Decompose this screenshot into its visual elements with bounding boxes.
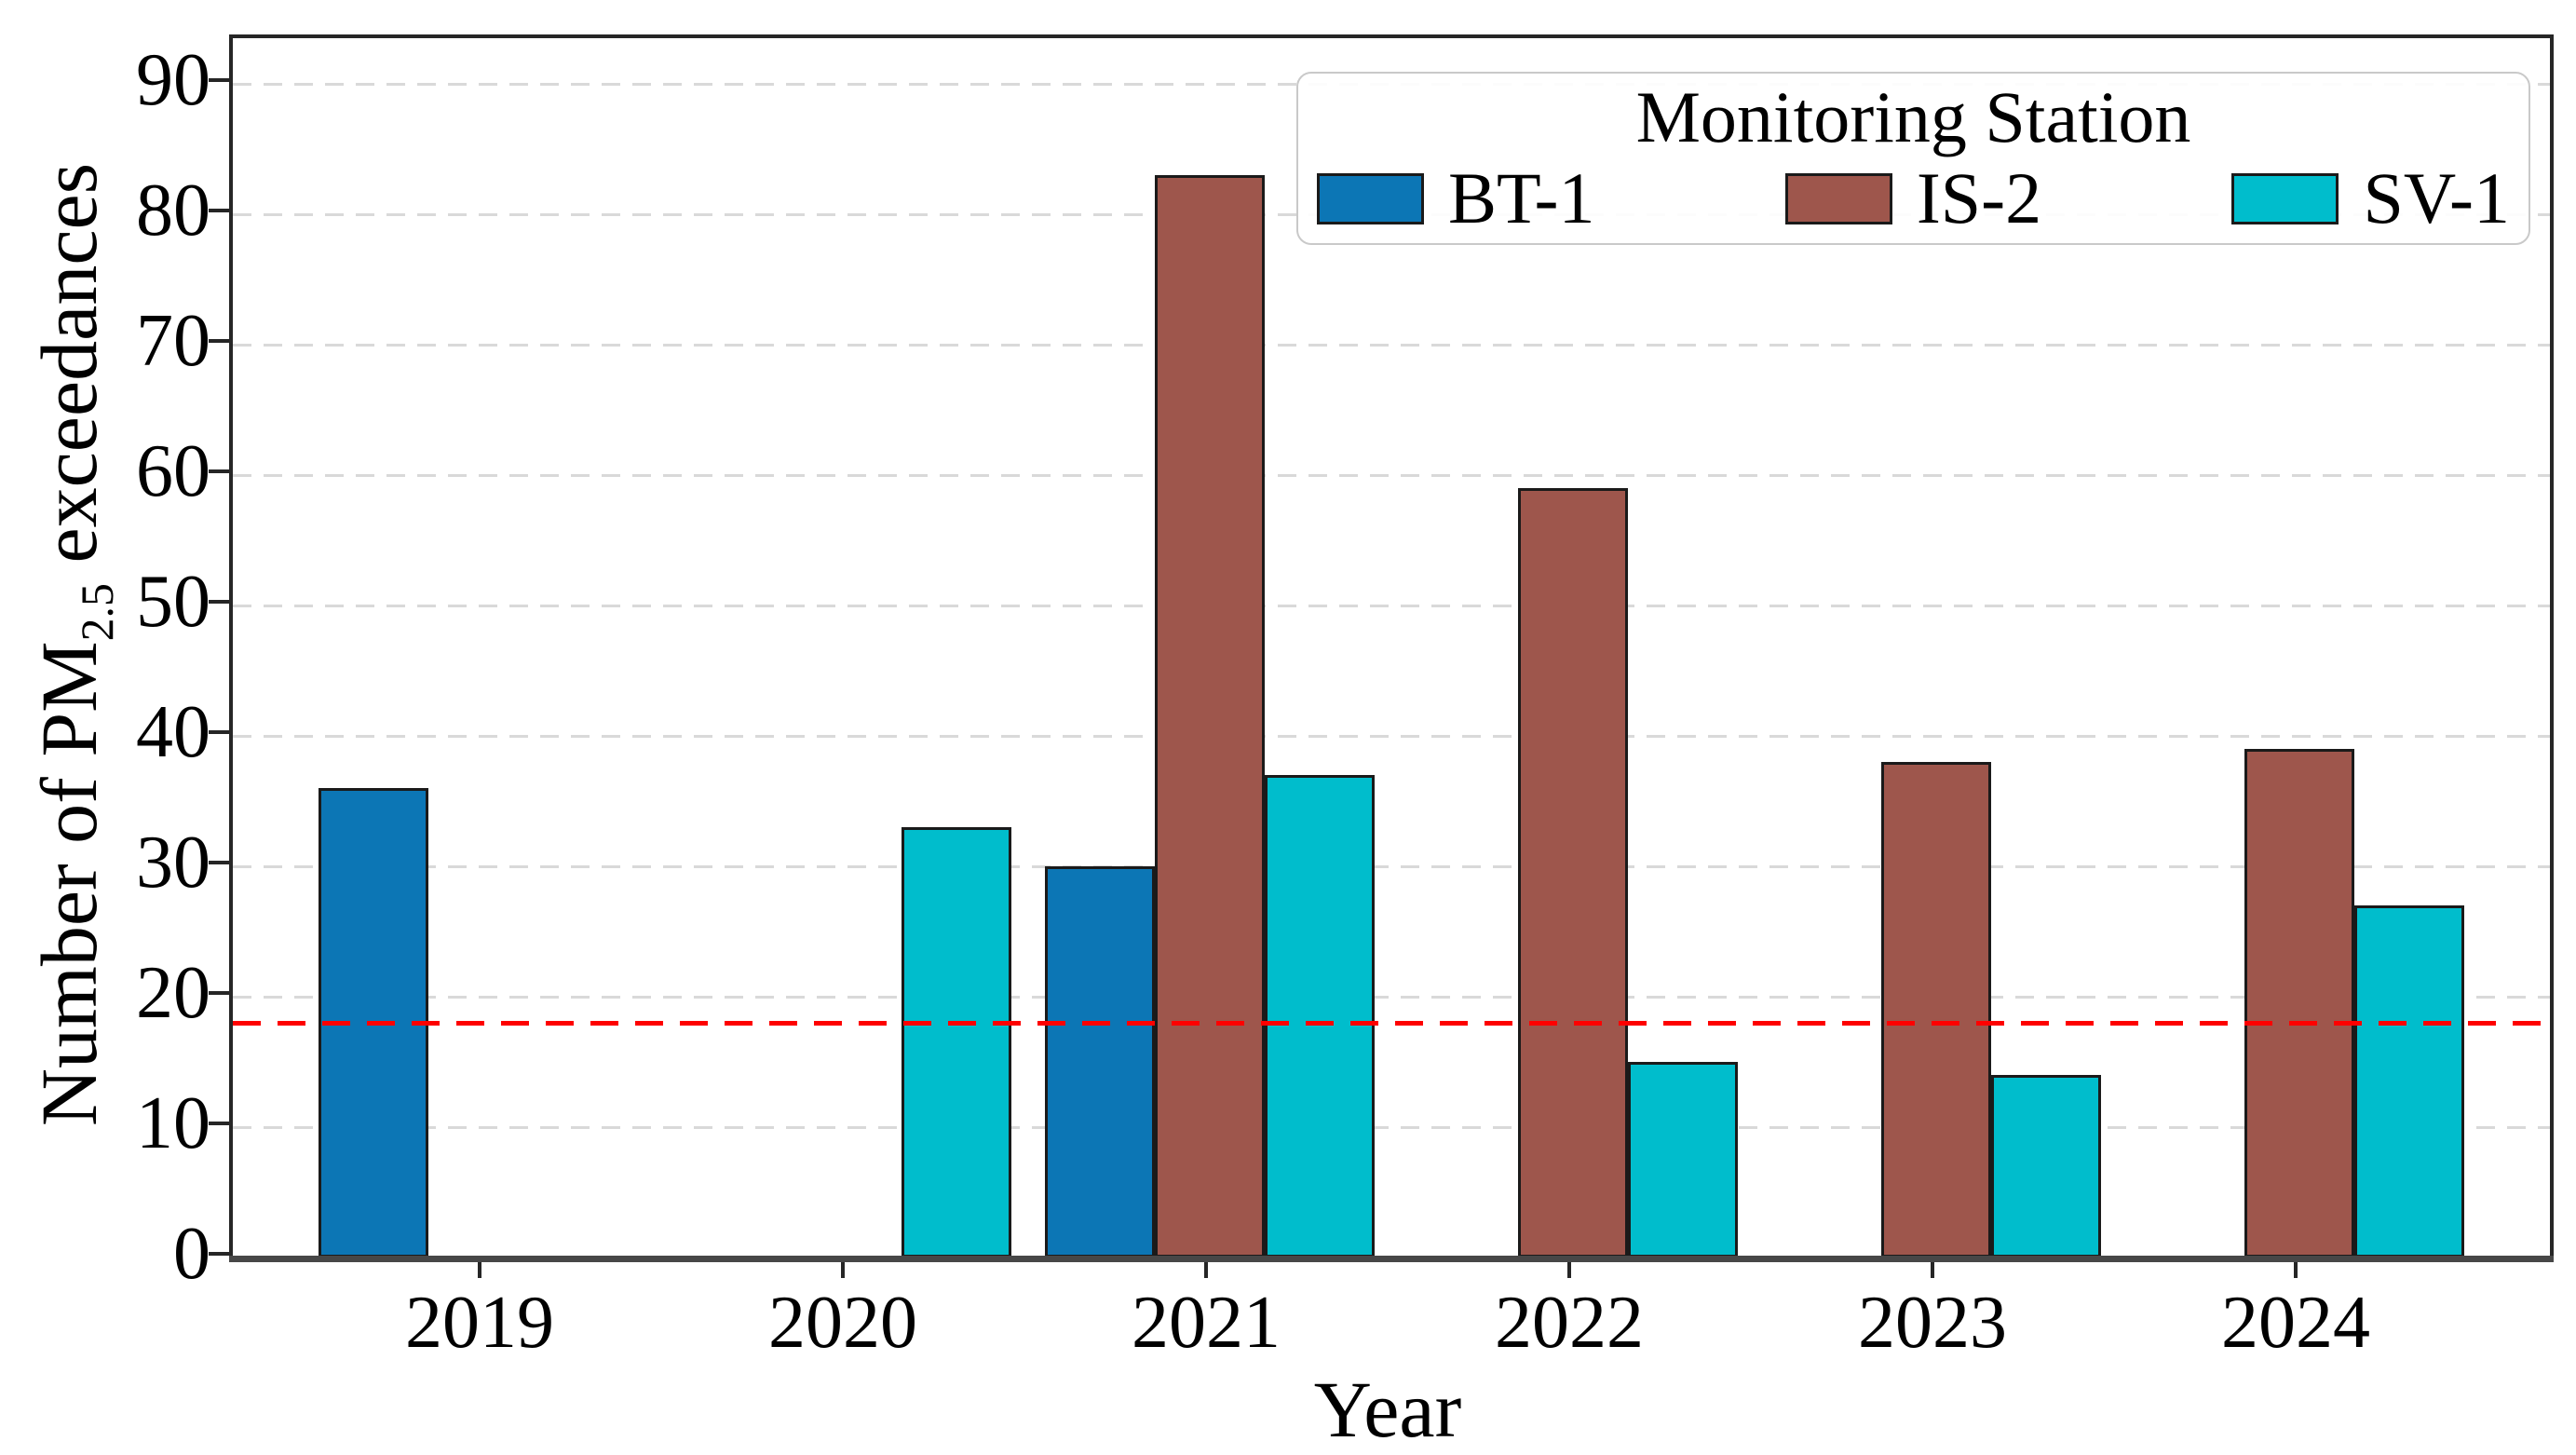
grid-line-y-60 bbox=[233, 473, 2550, 477]
x-tick-label-2021: 2021 bbox=[1132, 1282, 1281, 1364]
y-tick-label-40: 40 bbox=[136, 691, 210, 773]
y-tick-mark-80 bbox=[209, 209, 229, 212]
legend-label-IS-2: IS-2 bbox=[1916, 157, 2042, 238]
legend-swatch-BT-1 bbox=[1317, 172, 1424, 224]
bar-SV-1-2021 bbox=[1265, 775, 1375, 1258]
x-tick-mark-2021 bbox=[1204, 1258, 1208, 1278]
bar-IS-2-2021 bbox=[1155, 175, 1265, 1258]
legend-label-BT-1: BT-1 bbox=[1448, 157, 1595, 238]
bar-SV-1-2020 bbox=[902, 827, 1011, 1258]
y-tick-mark-90 bbox=[209, 78, 229, 82]
x-tick-label-2024: 2024 bbox=[2221, 1282, 2370, 1364]
y-tick-mark-50 bbox=[209, 600, 229, 604]
bar-IS-2-2024 bbox=[2244, 749, 2354, 1258]
y-tick-label-70: 70 bbox=[136, 300, 210, 382]
x-tick-label-2022: 2022 bbox=[1495, 1282, 1644, 1364]
bar-BT-1-2021 bbox=[1045, 866, 1155, 1258]
legend-items: BT-1 IS-2 SV-1 bbox=[1298, 161, 2529, 236]
bar-IS-2-2023 bbox=[1881, 762, 1991, 1258]
grid-line-y-50 bbox=[233, 604, 2550, 607]
y-tick-label-60: 60 bbox=[136, 430, 210, 512]
y-tick-label-80: 80 bbox=[136, 170, 210, 252]
legend-swatch-IS-2 bbox=[1784, 172, 1892, 224]
grid-line-y-30 bbox=[233, 864, 2550, 868]
y-tick-mark-70 bbox=[209, 339, 229, 343]
x-tick-mark-2022 bbox=[1567, 1258, 1571, 1278]
x-axis-label: Year bbox=[1313, 1365, 1462, 1454]
bar-IS-2-2022 bbox=[1518, 488, 1628, 1258]
y-tick-mark-30 bbox=[209, 861, 229, 864]
legend-entry-BT-1: BT-1 bbox=[1317, 161, 1595, 236]
x-tick-mark-2020 bbox=[841, 1258, 845, 1278]
bar-SV-1-2023 bbox=[1991, 1075, 2101, 1258]
x-tick-mark-2019 bbox=[478, 1258, 481, 1278]
y-tick-label-10: 10 bbox=[136, 1082, 210, 1164]
x-tick-mark-2024 bbox=[2294, 1258, 2298, 1278]
x-axis-spine bbox=[229, 1256, 2554, 1262]
x-tick-label-2020: 2020 bbox=[768, 1282, 917, 1364]
threshold-reference-line bbox=[233, 1020, 2550, 1026]
legend-entry-IS-2: IS-2 bbox=[1784, 157, 2042, 238]
legend: Monitoring Station BT-1 IS-2 SV-1 bbox=[1296, 72, 2530, 245]
y-tick-mark-60 bbox=[209, 469, 229, 473]
y-tick-mark-20 bbox=[209, 991, 229, 995]
grid-line-y-70 bbox=[233, 343, 2550, 347]
legend-entry-SV-1: SV-1 bbox=[2231, 161, 2510, 236]
y-tick-label-50: 50 bbox=[136, 561, 210, 643]
y-tick-mark-10 bbox=[209, 1122, 229, 1125]
y-tick-mark-40 bbox=[209, 730, 229, 734]
bar-SV-1-2022 bbox=[1628, 1062, 1738, 1258]
x-tick-label-2019: 2019 bbox=[405, 1282, 554, 1364]
legend-title: Monitoring Station bbox=[1635, 76, 2191, 157]
grid-line-y-10 bbox=[233, 1125, 2550, 1129]
y-tick-label-20: 20 bbox=[136, 952, 210, 1034]
legend-label-SV-1: SV-1 bbox=[2363, 157, 2510, 238]
x-tick-mark-2023 bbox=[1931, 1258, 1934, 1278]
grid-line-y-20 bbox=[233, 995, 2550, 999]
grid-line-y-40 bbox=[233, 734, 2550, 738]
legend-swatch-SV-1 bbox=[2231, 172, 2339, 224]
bar-SV-1-2024 bbox=[2354, 905, 2464, 1258]
x-tick-label-2023: 2023 bbox=[1858, 1282, 2007, 1364]
y-tick-label-0: 0 bbox=[173, 1213, 210, 1295]
y-tick-label-30: 30 bbox=[136, 822, 210, 904]
y-tick-mark-0 bbox=[209, 1252, 229, 1256]
y-tick-label-90: 90 bbox=[136, 39, 210, 121]
